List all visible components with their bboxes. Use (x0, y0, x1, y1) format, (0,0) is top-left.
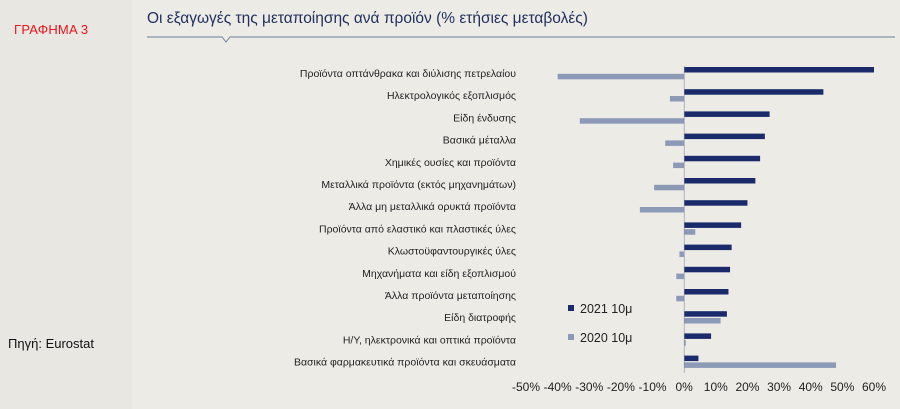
bar-2021 (684, 67, 874, 73)
legend-label-2021: 2021 10μ (580, 302, 632, 316)
sidebar: ΓΡΑΦΗΜΑ 3 Πηγή: Eurostat (0, 0, 120, 409)
category-label: Μηχανήματα και είδη εξοπλισμού (362, 268, 516, 280)
x-axis: -50% -40% -30% -20% -10% 0% 10% 20% 30% 40% 50% 60% (512, 66, 886, 394)
x-tick-label: -40% (544, 380, 572, 394)
bar-2020 (579, 118, 685, 124)
x-tick-label: 60% (862, 380, 886, 394)
bar-2021 (684, 244, 732, 251)
x-tick-label: 20% (735, 380, 759, 394)
category-label: Είδη ένδυσης (453, 112, 516, 124)
category-label: Ηλεκτρολογικός εξοπλισμός (387, 90, 516, 102)
bar-2020 (684, 362, 837, 368)
bar-2020 (676, 273, 685, 280)
x-tick-label: -50% (512, 380, 540, 394)
bar-2021 (684, 200, 748, 206)
bar-2021 (684, 355, 699, 362)
category-label: Κλωστοϋφαντουργικές ύλες (388, 246, 516, 258)
source-note: Πηγή: Eurostat (8, 336, 94, 351)
bar-2020 (673, 162, 685, 169)
bar-2021 (684, 133, 765, 140)
bar-2021 (684, 266, 731, 273)
legend-label-2020: 2020 10μ (580, 331, 632, 345)
x-tick-label: 50% (830, 380, 854, 394)
bar-2020 (639, 207, 685, 213)
x-tick-label: -20% (607, 380, 635, 394)
bar-2021 (684, 89, 824, 95)
bar-2020 (676, 295, 685, 302)
bar-2020 (684, 340, 686, 346)
category-label: Προϊόντα οπτάνθρακα και διύλισης πετρελα… (300, 68, 516, 80)
chart-title: Οι εξαγωγές της μεταποίησης ανά προϊόν (… (147, 10, 588, 27)
category-label: Βασικά μέταλλα (443, 135, 516, 147)
x-tick-label: -10% (639, 380, 667, 394)
x-tick-label: 40% (799, 380, 823, 394)
chart-number-label: ΓΡΑΦΗΜΑ 3 (14, 22, 89, 37)
category-label: Η/Υ, ηλεκτρονικά και οπτικά προϊόντα (343, 334, 516, 346)
category-label: Χημικές ουσίες και προϊόντα (385, 157, 516, 169)
title-underline (147, 36, 895, 43)
category-labels: Προϊόντα οπτάνθρακα και διύλισης πετρελα… (294, 68, 516, 369)
bar-2020 (654, 184, 685, 191)
bar-2021 (684, 178, 756, 184)
category-label: Άλλα προϊόντα μεταποίησης (385, 290, 516, 302)
x-tick-label: 0% (676, 380, 694, 394)
bar-2020 (665, 140, 685, 146)
category-label: Είδη διατροφής (444, 312, 516, 324)
bar-2020 (684, 229, 696, 235)
legend: 2021 10μ 2020 10μ (568, 302, 632, 345)
bar-2020 (679, 251, 685, 257)
legend-swatch-2020 (568, 334, 574, 340)
bar-2021 (684, 111, 770, 117)
bar-2021 (684, 222, 742, 228)
category-label: Άλλα μη μεταλλικά ορυκτά προϊόντα (349, 201, 516, 213)
category-label: Προϊόντα από ελαστικό και πλαστικές ύλες (319, 223, 516, 235)
bar-2020 (669, 96, 685, 102)
bar-2020 (684, 318, 721, 324)
category-label: Βασικά φαρμακευτικά προϊόντα και σκευάσμ… (294, 357, 516, 369)
bar-2021 (684, 289, 729, 295)
x-tick-label: 30% (767, 380, 791, 394)
category-label: Μεταλλικά προϊόντα (εκτός μηχανημάτων) (321, 179, 516, 191)
x-tick-label: -30% (575, 380, 603, 394)
x-tick-label: 10% (704, 380, 728, 394)
title-rule-line (147, 36, 895, 43)
bars (557, 67, 874, 368)
bar-2021 (684, 311, 727, 317)
bar-2021 (684, 333, 712, 339)
bar-2020 (557, 73, 685, 80)
legend-swatch-2021 (568, 305, 574, 311)
bar-2021 (684, 155, 761, 162)
